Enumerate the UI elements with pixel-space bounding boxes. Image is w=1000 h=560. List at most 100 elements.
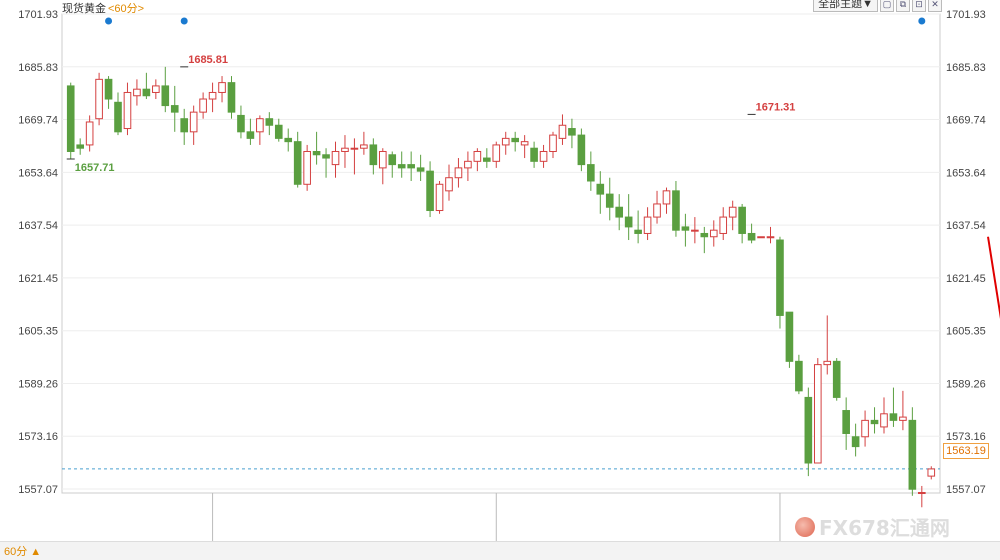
restore-icon[interactable]: ▢ (880, 0, 894, 12)
candle-body (870, 419, 879, 425)
candle-body (161, 85, 170, 107)
candle-body (634, 229, 642, 234)
candle-body (643, 216, 652, 234)
candle-body (691, 229, 699, 232)
y-tick-label-left: 1557.07 (18, 484, 58, 496)
close-icon[interactable]: ✕ (928, 0, 942, 12)
candle-body (681, 226, 690, 231)
candle-body (823, 360, 832, 366)
candle-body (435, 183, 444, 212)
candle-body (766, 236, 775, 239)
candle-body (66, 85, 75, 152)
candle-body (388, 154, 397, 166)
candle-body (227, 82, 236, 113)
candle-body (445, 177, 453, 192)
price-annotation: 1685.81 (188, 54, 228, 66)
candle-body (322, 154, 330, 159)
period-selector[interactable]: 60分 ▲ (4, 546, 42, 558)
candle-body (133, 88, 141, 97)
candle-body (189, 111, 198, 133)
event-marker (105, 17, 113, 25)
candles (66, 66, 936, 508)
candle-body (416, 167, 425, 172)
candle-body (407, 164, 415, 169)
candle-body (312, 150, 321, 156)
y-tick-label-right: 1557.07 (946, 484, 986, 496)
candle-body (813, 364, 822, 464)
candle-body (454, 167, 463, 179)
event-marker (918, 17, 926, 25)
candle-body (426, 170, 434, 212)
candle-body (795, 360, 803, 392)
y-tick-label-right: 1701.93 (946, 9, 986, 21)
chart-title: 现货黄金 <60分> (62, 0, 144, 16)
candle-body (861, 419, 869, 438)
candle-body (738, 206, 746, 234)
candle-body (558, 124, 567, 139)
y-tick-label-right: 1589.26 (946, 378, 986, 390)
instrument-name: 现货黄金 (62, 3, 106, 15)
candle-body (728, 206, 737, 218)
candle-body (587, 164, 595, 182)
watermark: FX678汇通网 (795, 512, 950, 541)
candle-body (95, 78, 103, 120)
candle-body (331, 150, 340, 166)
y-tick-label-left: 1605.35 (18, 326, 58, 338)
candle-body (842, 410, 850, 434)
candle-body (880, 413, 888, 428)
candle-body (719, 216, 728, 234)
y-tick-label-left: 1573.16 (18, 431, 58, 443)
candle-body (596, 183, 605, 195)
period-label[interactable]: <60分> (108, 3, 145, 15)
candle-body (303, 150, 311, 185)
candle-body (350, 147, 359, 150)
candle-body (123, 91, 132, 130)
candlestick-chart[interactable]: 03/1003/1103/1203/13 1657.711685.811671.… (0, 0, 1000, 541)
candle-body (624, 216, 633, 228)
candle-body (804, 396, 813, 464)
candle-body (653, 203, 661, 218)
candle-body (256, 118, 264, 133)
current-price-tag: 1563.19 (943, 443, 989, 459)
event-markers (105, 17, 926, 25)
candle-body (709, 229, 718, 238)
y-tick-label-right: 1573.16 (946, 431, 986, 443)
candle-body (520, 141, 529, 146)
window-icon[interactable]: ⧉ (896, 0, 910, 12)
candle-body (237, 114, 245, 133)
candle-body (851, 436, 860, 448)
y-tick-label-right: 1621.45 (946, 273, 986, 285)
y-tick-label-left: 1621.45 (18, 273, 58, 285)
chart-toolbar: 全部主题▼ ▢ ⧉ ⊡ ✕ (813, 0, 942, 12)
candle-body (605, 193, 614, 208)
chart-grid (61, 13, 941, 541)
candle-body (199, 98, 207, 113)
candle-body (908, 419, 917, 490)
candle-body (208, 91, 217, 100)
candle-body (700, 232, 709, 238)
range-select-button[interactable]: 全部主题▼ (813, 0, 878, 12)
y-tick-label-left: 1685.83 (18, 62, 58, 74)
candle-body (483, 157, 491, 162)
candle-body (104, 78, 113, 100)
y-tick-label-left: 1669.74 (18, 115, 58, 127)
watermark-text: FX678汇通网 (819, 516, 950, 540)
candle-body (170, 105, 179, 113)
y-tick-label-left: 1637.54 (18, 220, 58, 232)
candle-body (549, 134, 557, 152)
y-tick-label-right: 1669.74 (946, 115, 986, 127)
y-tick-label-right: 1685.83 (946, 62, 986, 74)
candle-body (369, 144, 378, 166)
trend-arrows (987, 236, 1000, 320)
expand-icon[interactable]: ⊡ (912, 0, 926, 12)
candle-body (293, 141, 302, 185)
candle-body (265, 118, 274, 126)
candle-body (577, 134, 586, 166)
y-tick-label-right: 1605.35 (946, 326, 986, 338)
candle-body (85, 121, 94, 146)
candle-body (899, 416, 907, 421)
candle-body (142, 88, 151, 97)
y-tick-label-left: 1701.93 (18, 9, 58, 21)
candle-body (76, 144, 84, 149)
